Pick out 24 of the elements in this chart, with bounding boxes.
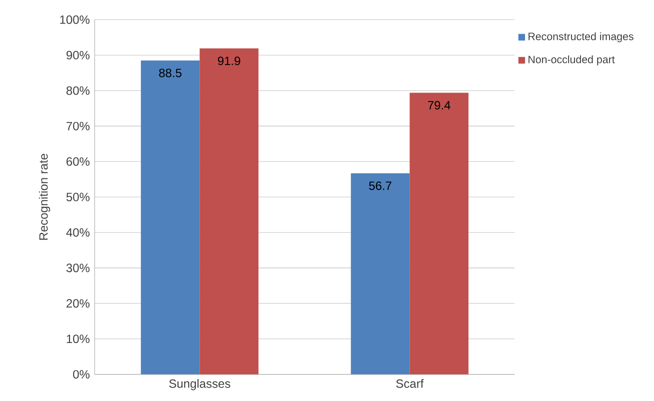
y-tick-label: 100% — [60, 15, 90, 24]
y-tick-label: 10% — [66, 334, 90, 344]
y-tick-label: 70% — [66, 122, 90, 130]
y-axis-title: Recognition rate — [38, 154, 50, 240]
bar — [350, 173, 410, 374]
y-tick-label: 80% — [66, 86, 90, 95]
y-tick-label: 50% — [66, 192, 90, 202]
y-tick-label: 30% — [66, 264, 90, 272]
data-label: 88.5 — [159, 68, 182, 78]
legend-label: Reconstructed images — [528, 32, 634, 42]
bar — [200, 48, 258, 374]
data-label: 91.9 — [218, 56, 240, 66]
y-tick-label: 40% — [66, 228, 90, 237]
data-label: 56.7 — [369, 182, 392, 190]
x-tick-label: Sunglasses — [169, 379, 230, 390]
y-tick-label: 0% — [73, 370, 90, 379]
y-tick-label: 60% — [66, 157, 90, 166]
bar — [410, 92, 468, 374]
y-tick-label: 20% — [66, 299, 90, 308]
legend-label: Non-occluded part — [528, 55, 615, 66]
data-label: 79.4 — [428, 100, 450, 110]
bar — [140, 60, 200, 374]
x-tick-label: Scarf — [396, 379, 424, 388]
y-tick-label: 90% — [66, 50, 90, 60]
